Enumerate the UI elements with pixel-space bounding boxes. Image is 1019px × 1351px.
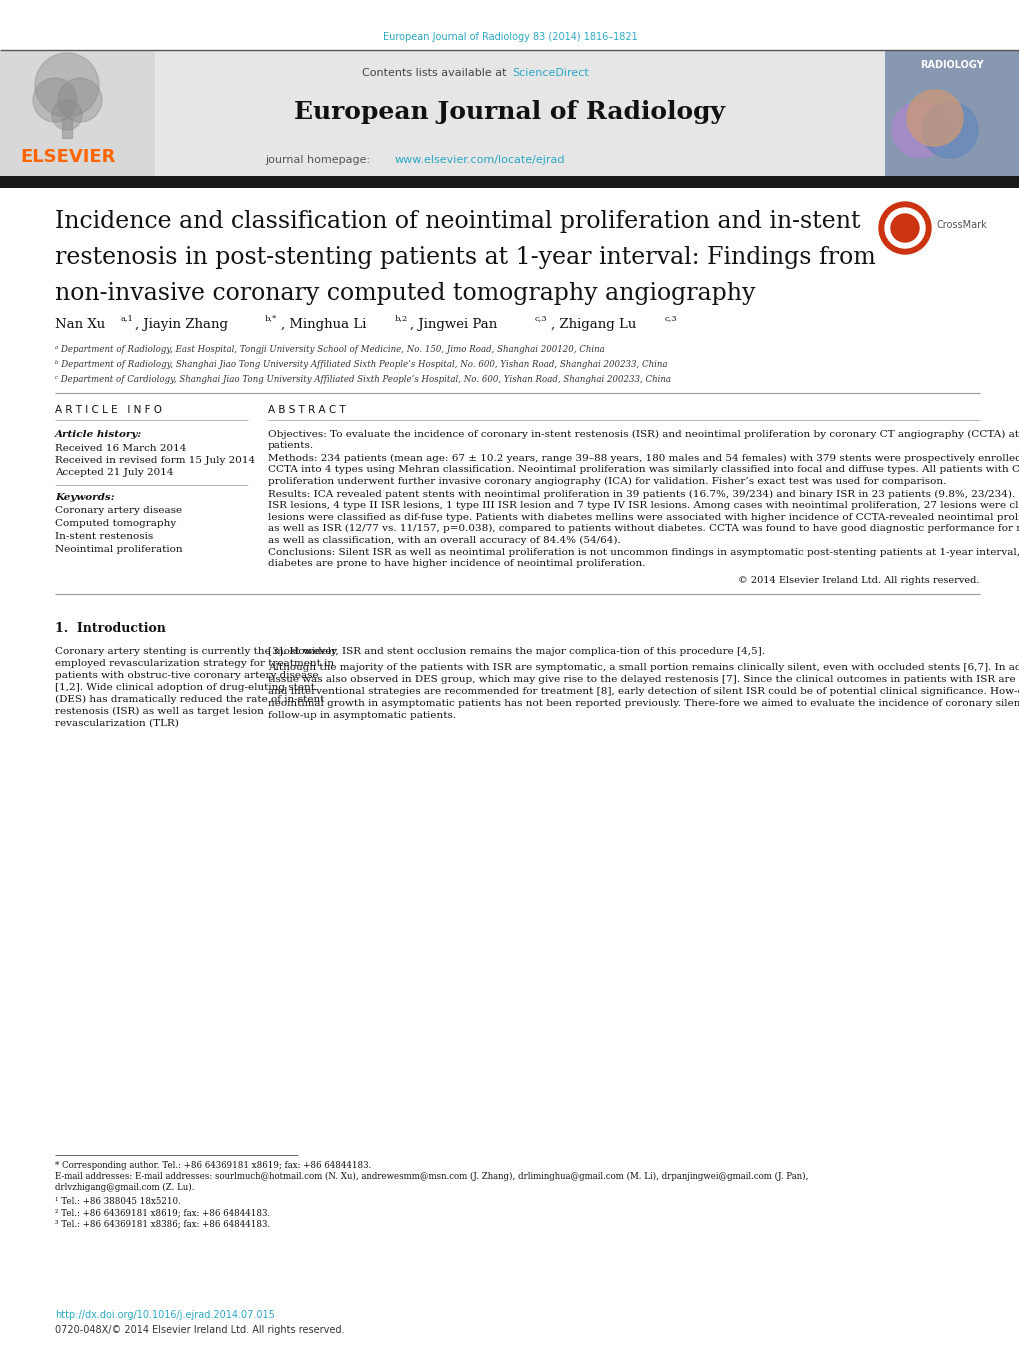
Text: Accepted 21 July 2014: Accepted 21 July 2014 (55, 467, 173, 477)
Text: ELSEVIER: ELSEVIER (20, 149, 115, 166)
Circle shape (35, 53, 99, 118)
Text: revascularization (TLR): revascularization (TLR) (55, 719, 178, 728)
Text: Conclusions: Silent ISR as well as neointimal proliferation is not uncommon find: Conclusions: Silent ISR as well as neoin… (268, 549, 1019, 557)
Text: (DES) has dramatically reduced the rate of in-stent: (DES) has dramatically reduced the rate … (55, 694, 324, 704)
Text: patients.: patients. (268, 442, 314, 450)
Text: patients with obstruc-tive coronary artery disease: patients with obstruc-tive coronary arte… (55, 671, 318, 680)
Text: European Journal of Radiology 83 (2014) 1816–1821: European Journal of Radiology 83 (2014) … (382, 32, 637, 42)
Circle shape (906, 91, 962, 146)
Text: ᵃ Department of Radiology, East Hospital, Tongji University School of Medicine, : ᵃ Department of Radiology, East Hospital… (55, 345, 604, 354)
Text: A R T I C L E   I N F O: A R T I C L E I N F O (55, 405, 162, 415)
Text: , Minghua Li: , Minghua Li (280, 317, 366, 331)
Text: , Jiayin Zhang: , Jiayin Zhang (135, 317, 228, 331)
Text: restenosis in post-stenting patients at 1-year interval: Findings from: restenosis in post-stenting patients at … (55, 246, 875, 269)
Circle shape (921, 101, 977, 158)
Text: proliferation underwent further invasive coronary angiography (ICA) for validati: proliferation underwent further invasive… (268, 477, 946, 486)
Text: as well as ISR (12/77 vs. 11/157, p=0.038), compared to patients without diabete: as well as ISR (12/77 vs. 11/157, p=0.03… (268, 524, 1019, 534)
Text: diabetes are prone to have higher incidence of neointimal proliferation.: diabetes are prone to have higher incide… (268, 559, 645, 569)
Bar (0, 51, 155, 176)
Text: Coronary artery stenting is currently the most widely: Coronary artery stenting is currently th… (55, 647, 336, 657)
Text: drlvzhigang@gmail.com (Z. Lu).: drlvzhigang@gmail.com (Z. Lu). (55, 1183, 195, 1192)
Text: 0720-048X/© 2014 Elsevier Ireland Ltd. All rights reserved.: 0720-048X/© 2014 Elsevier Ireland Ltd. A… (55, 1325, 344, 1335)
Text: neointimal growth in asymptomatic patients has not been reported previously. The: neointimal growth in asymptomatic patien… (268, 698, 1019, 708)
Text: European Journal of Radiology: European Journal of Radiology (294, 100, 725, 124)
Text: Nan Xu: Nan Xu (55, 317, 105, 331)
Text: 1.  Introduction: 1. Introduction (55, 621, 166, 635)
Text: Objectives: To evaluate the incidence of coronary in-stent restenosis (ISR) and : Objectives: To evaluate the incidence of… (268, 430, 1019, 439)
Text: ² Tel.: +86 64369181 x8619; fax: +86 64844183.: ² Tel.: +86 64369181 x8619; fax: +86 648… (55, 1208, 270, 1217)
Text: In-stent restenosis: In-stent restenosis (55, 532, 153, 540)
Bar (0, 51, 1019, 176)
Text: , Zhigang Lu: , Zhigang Lu (550, 317, 636, 331)
Text: as well as classification, with an overall accuracy of 84.4% (54/64).: as well as classification, with an overa… (268, 535, 621, 544)
Text: Neointimal proliferation: Neointimal proliferation (55, 544, 182, 554)
Text: c,3: c,3 (535, 313, 547, 322)
Circle shape (33, 78, 76, 122)
Text: Received 16 March 2014: Received 16 March 2014 (55, 444, 186, 453)
Text: CCTA into 4 types using Mehran classification. Neointimal proliferation was simi: CCTA into 4 types using Mehran classific… (268, 466, 1019, 474)
Text: lesions were classified as dif-fuse type. Patients with diabetes mellins were as: lesions were classified as dif-fuse type… (268, 512, 1019, 521)
Circle shape (58, 78, 102, 122)
Text: [3]. However, ISR and stent occlusion remains the major complica-tion of this pr: [3]. However, ISR and stent occlusion re… (268, 647, 764, 657)
Text: non-invasive coronary computed tomography angiography: non-invasive coronary computed tomograph… (55, 282, 755, 305)
Text: A B S T R A C T: A B S T R A C T (268, 405, 345, 415)
Text: follow-up in asymptomatic patients.: follow-up in asymptomatic patients. (268, 711, 455, 720)
Text: c,3: c,3 (664, 313, 677, 322)
Text: Incidence and classification of neointimal proliferation and in-stent: Incidence and classification of neointim… (55, 209, 860, 232)
Text: Although the majority of the patients with ISR are symptomatic, a small portion : Although the majority of the patients wi… (268, 663, 1019, 671)
Bar (15, 55, 115, 141)
Text: Keywords:: Keywords: (55, 493, 114, 503)
Text: Computed tomography: Computed tomography (55, 519, 176, 528)
Text: a,1: a,1 (121, 313, 133, 322)
Text: Article history:: Article history: (55, 430, 142, 439)
Text: E-mail addresses: E-mail addresses: sourlmuch@hotmail.com (N. Xu), andrewesmm@ms: E-mail addresses: E-mail addresses: sour… (55, 1173, 808, 1181)
Bar (884, 51, 1019, 176)
Text: journal homepage:: journal homepage: (265, 155, 373, 165)
Text: restenosis (ISR) as well as target lesion: restenosis (ISR) as well as target lesio… (55, 707, 264, 716)
Text: ³ Tel.: +86 64369181 x8386; fax: +86 64844183.: ³ Tel.: +86 64369181 x8386; fax: +86 648… (55, 1219, 270, 1228)
Text: [1,2]. Wide clinical adoption of drug-eluting stent: [1,2]. Wide clinical adoption of drug-el… (55, 684, 315, 692)
Text: tissue was also observed in DES group, which may give rise to the delayed resten: tissue was also observed in DES group, w… (268, 676, 1019, 684)
Text: b,2: b,2 (394, 313, 408, 322)
Text: Coronary artery disease: Coronary artery disease (55, 507, 182, 515)
Text: employed revascularization strategy for treatment in: employed revascularization strategy for … (55, 659, 334, 667)
Text: RADIOLOGY: RADIOLOGY (919, 59, 983, 70)
Text: ISR lesions, 4 type II ISR lesions, 1 type III ISR lesion and 7 type IV ISR lesi: ISR lesions, 4 type II ISR lesions, 1 ty… (268, 501, 1019, 509)
Text: Results: ICA revealed patent stents with neointimal proliferation in 39 patients: Results: ICA revealed patent stents with… (268, 489, 1019, 499)
Text: ScienceDirect: ScienceDirect (512, 68, 588, 78)
Bar (0, 176, 1019, 188)
Text: ᵇ Department of Radiology, Shanghai Jiao Tong University Affiliated Sixth People: ᵇ Department of Radiology, Shanghai Jiao… (55, 359, 666, 369)
Text: Methods: 234 patients (mean age: 67 ± 10.2 years, range 39–88 years, 180 males a: Methods: 234 patients (mean age: 67 ± 10… (268, 454, 1019, 463)
Circle shape (891, 213, 918, 242)
Text: http://dx.doi.org/10.1016/j.ejrad.2014.07.015: http://dx.doi.org/10.1016/j.ejrad.2014.0… (55, 1310, 274, 1320)
Text: © 2014 Elsevier Ireland Ltd. All rights reserved.: © 2014 Elsevier Ireland Ltd. All rights … (738, 576, 979, 585)
Text: and interventional strategies are recommended for treatment [8], early detection: and interventional strategies are recomm… (268, 688, 1019, 696)
Text: * Corresponding author. Tel.: +86 64369181 x8619; fax: +86 64844183.: * Corresponding author. Tel.: +86 643691… (55, 1161, 371, 1170)
Text: www.elsevier.com/locate/ejrad: www.elsevier.com/locate/ejrad (394, 155, 565, 165)
Circle shape (892, 101, 947, 158)
Circle shape (52, 100, 82, 130)
Bar (884, 51, 1019, 176)
Circle shape (878, 203, 930, 254)
Text: Received in revised form 15 July 2014: Received in revised form 15 July 2014 (55, 457, 255, 465)
Text: , Jingwei Pan: , Jingwei Pan (410, 317, 497, 331)
Text: ᶜ Department of Cardiology, Shanghai Jiao Tong University Affiliated Sixth Peopl: ᶜ Department of Cardiology, Shanghai Jia… (55, 376, 671, 384)
Text: b,*: b,* (265, 313, 277, 322)
Text: ¹ Tel.: +86 388045 18x5210.: ¹ Tel.: +86 388045 18x5210. (55, 1197, 180, 1206)
Bar (155, 51, 884, 176)
Text: CrossMark: CrossMark (936, 220, 986, 230)
Text: Contents lists available at: Contents lists available at (362, 68, 510, 78)
Bar (62, 118, 72, 138)
Circle shape (884, 208, 924, 249)
